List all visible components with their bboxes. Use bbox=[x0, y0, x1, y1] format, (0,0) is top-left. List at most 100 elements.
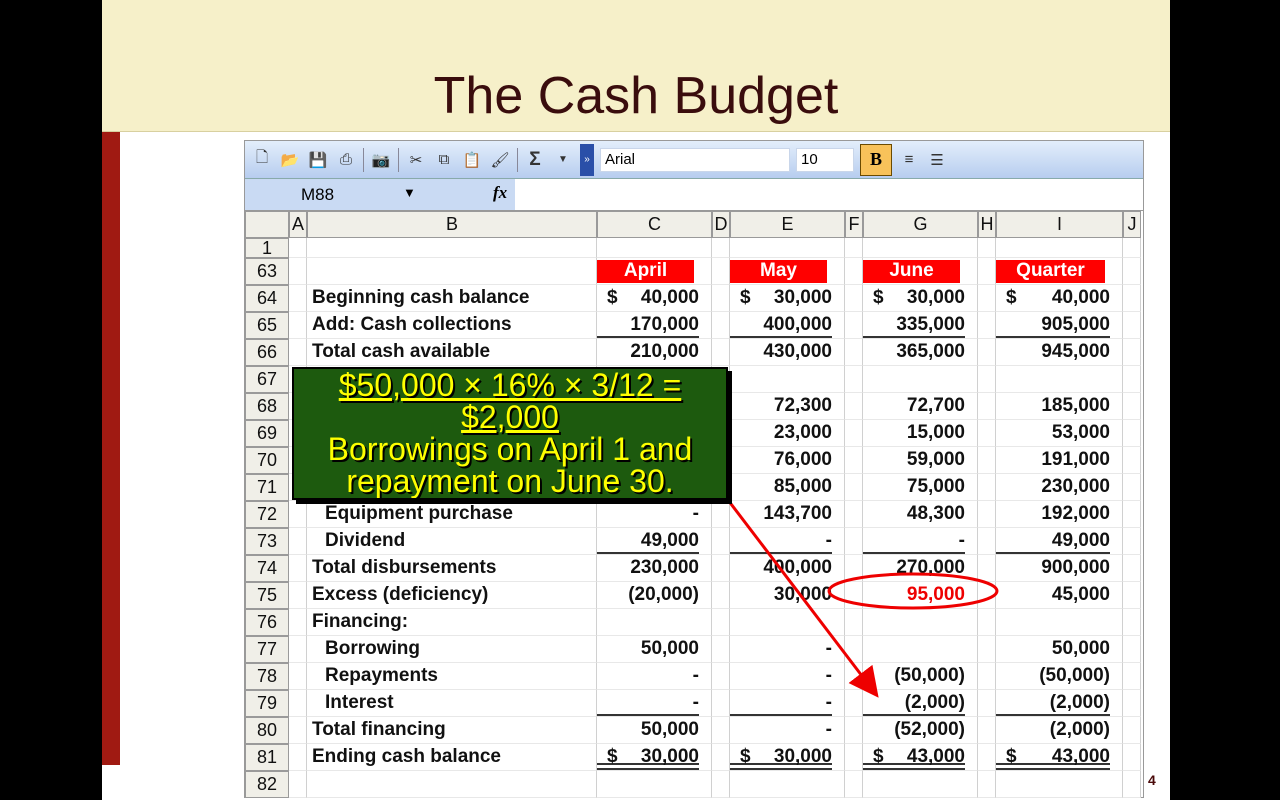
cell-value: 365,000 bbox=[896, 341, 965, 362]
column-header-g[interactable]: G bbox=[863, 211, 978, 238]
name-box[interactable]: M88 ▼ bbox=[245, 179, 515, 210]
empty-cell bbox=[289, 636, 307, 663]
row-header[interactable]: 77 bbox=[245, 636, 289, 663]
value-wrap: 365,000 bbox=[863, 339, 965, 365]
open-icon[interactable]: 📂 bbox=[280, 151, 300, 169]
value-wrap: 50,000 bbox=[597, 636, 699, 662]
cell-value: 50,000 bbox=[640, 638, 699, 659]
empty-cell bbox=[1123, 339, 1141, 366]
row-header[interactable]: 1 bbox=[245, 238, 289, 258]
value-wrap: (50,000) bbox=[996, 663, 1110, 689]
dollar-sign: $ bbox=[740, 746, 751, 767]
empty-cell bbox=[845, 771, 863, 798]
format-painter-icon[interactable]: 🖌 bbox=[490, 151, 510, 169]
font-size-select[interactable]: 10 bbox=[796, 147, 854, 172]
cell-value: 400,000 bbox=[763, 557, 832, 578]
column-header-i[interactable]: I bbox=[996, 211, 1123, 238]
row-header[interactable]: 66 bbox=[245, 339, 289, 366]
row-header[interactable]: 69 bbox=[245, 420, 289, 447]
value-wrap: 210,000 bbox=[597, 339, 699, 365]
value-cell: 85,000 bbox=[730, 474, 845, 501]
copy-icon[interactable]: ⧉ bbox=[438, 151, 450, 168]
empty-cell bbox=[1123, 690, 1141, 717]
row-header[interactable]: 76 bbox=[245, 609, 289, 636]
cut-icon[interactable]: ✂ bbox=[409, 151, 423, 169]
autosum-icon[interactable]: Σ bbox=[529, 148, 541, 170]
callout-formula: $50,000 × 16% × 3/12 = $2,000 bbox=[338, 367, 682, 435]
row-header[interactable]: 70 bbox=[245, 447, 289, 474]
row-header[interactable]: 78 bbox=[245, 663, 289, 690]
callout-line: repayment on June 30. bbox=[346, 463, 674, 499]
paste-icon[interactable]: 📋 bbox=[462, 151, 482, 169]
value-wrap: 72,300 bbox=[730, 393, 832, 419]
new-icon[interactable]: 🗋 bbox=[255, 149, 269, 166]
value-cell: 30,000 bbox=[730, 582, 845, 609]
font-name-select[interactable]: Arial bbox=[600, 147, 790, 172]
print-icon[interactable]: ⎙ bbox=[339, 151, 352, 168]
row-header[interactable]: 79 bbox=[245, 690, 289, 717]
empty-cell bbox=[978, 447, 996, 474]
row-label: Add: Cash collections bbox=[307, 312, 597, 339]
cell-value: 230,000 bbox=[1041, 476, 1110, 497]
select-all-corner[interactable] bbox=[245, 211, 289, 238]
value-wrap: - bbox=[730, 528, 832, 554]
table-row: 81 Ending cash balance $30,000 $30,000 $43,0… bbox=[245, 744, 1141, 771]
column-header-b[interactable]: B bbox=[307, 211, 597, 238]
cell-value: 30,000 bbox=[773, 746, 832, 767]
empty-cell bbox=[845, 447, 863, 474]
row-header[interactable]: 81 bbox=[245, 744, 289, 771]
column-header-d[interactable]: D bbox=[712, 211, 730, 238]
empty-cell bbox=[845, 744, 863, 771]
chevron-down-icon[interactable]: ▼ bbox=[558, 154, 568, 165]
cell-value: 900,000 bbox=[1041, 557, 1110, 578]
row-header[interactable]: 64 bbox=[245, 285, 289, 312]
table-row: 77 Borrowing 50,000 - 50,000 bbox=[245, 636, 1141, 663]
empty-cell bbox=[1123, 285, 1141, 312]
camera-icon[interactable]: 📷 bbox=[371, 151, 391, 169]
toolbar-options-icon[interactable]: » bbox=[580, 143, 594, 176]
value-wrap: 170,000 bbox=[597, 312, 699, 338]
row-header[interactable]: 63 bbox=[245, 258, 289, 285]
empty-cell bbox=[845, 366, 863, 393]
row-header[interactable]: 82 bbox=[245, 771, 289, 798]
row-header[interactable]: 72 bbox=[245, 501, 289, 528]
value-cell bbox=[863, 366, 978, 393]
chevron-down-icon[interactable]: ▼ bbox=[403, 185, 416, 200]
row-header[interactable]: 80 bbox=[245, 717, 289, 744]
column-header-f[interactable]: F bbox=[845, 211, 863, 238]
empty-cell bbox=[978, 258, 996, 285]
row-header[interactable]: 75 bbox=[245, 582, 289, 609]
column-header-j[interactable]: J bbox=[1123, 211, 1141, 238]
save-icon[interactable]: 💾 bbox=[308, 151, 328, 169]
empty-cell bbox=[1123, 609, 1141, 636]
empty-cell bbox=[1123, 420, 1141, 447]
column-header-c[interactable]: C bbox=[597, 211, 712, 238]
row-header[interactable]: 67 bbox=[245, 366, 289, 393]
cell-value: 49,000 bbox=[1051, 530, 1110, 551]
slide-title: The Cash Budget bbox=[433, 67, 839, 125]
empty-cell bbox=[1123, 744, 1141, 771]
empty-cell bbox=[845, 238, 863, 258]
row-header[interactable]: 73 bbox=[245, 528, 289, 555]
row-label: Beginning cash balance bbox=[307, 285, 597, 312]
value-wrap: 48,300 bbox=[863, 501, 965, 527]
function-icon[interactable]: fx bbox=[493, 183, 508, 202]
bold-button[interactable]: B bbox=[860, 143, 892, 176]
empty-cell bbox=[1123, 636, 1141, 663]
row-header[interactable]: 74 bbox=[245, 555, 289, 582]
month-header: April bbox=[597, 259, 694, 283]
cell-value: 30,000 bbox=[773, 287, 832, 308]
value-cell bbox=[996, 771, 1123, 798]
align-center-icon[interactable]: ☰ bbox=[930, 151, 944, 169]
row-header[interactable]: 65 bbox=[245, 312, 289, 339]
column-header-e[interactable]: E bbox=[730, 211, 845, 238]
row-header[interactable]: 71 bbox=[245, 474, 289, 501]
value-cell: $30,000 bbox=[863, 285, 978, 312]
table-row: 63 April May June Quarter bbox=[245, 258, 1141, 285]
column-header-h[interactable]: H bbox=[978, 211, 996, 238]
column-header-a[interactable]: A bbox=[289, 211, 307, 238]
align-left-icon[interactable]: ≡ bbox=[904, 151, 914, 168]
table-row: 64 Beginning cash balance $40,000 $30,000 $3… bbox=[245, 285, 1141, 312]
row-header[interactable]: 68 bbox=[245, 393, 289, 420]
